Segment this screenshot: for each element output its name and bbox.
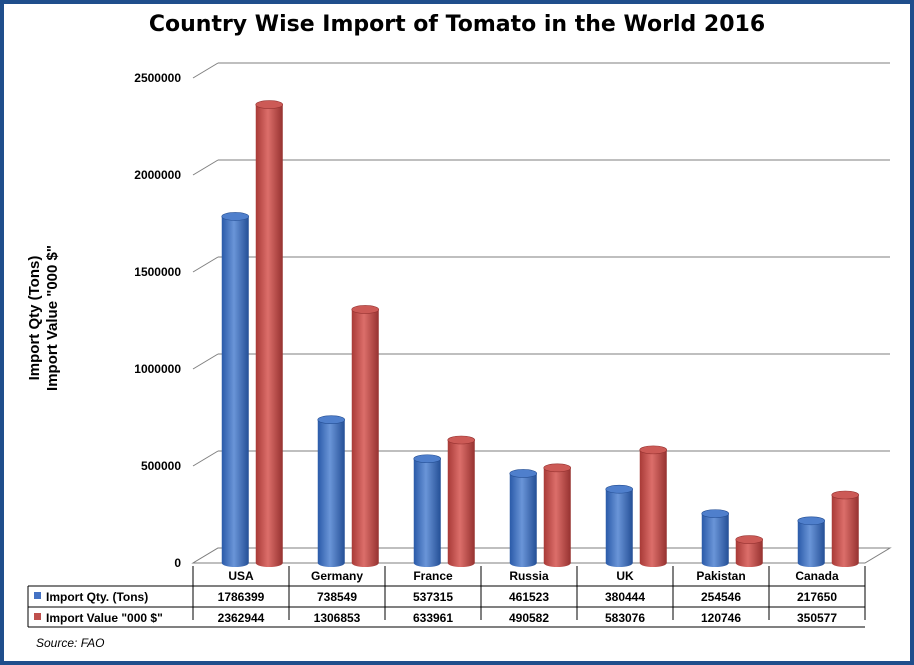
grid-line-diagonal xyxy=(192,62,219,79)
bar-cap xyxy=(221,212,250,221)
category-label: UK xyxy=(616,569,634,583)
bar-cap xyxy=(413,454,442,464)
bar-body xyxy=(221,216,249,567)
table-value: 120746 xyxy=(701,611,741,625)
table-value: 1786399 xyxy=(218,590,265,604)
bar-body xyxy=(317,419,345,567)
bar xyxy=(447,435,476,567)
bar-body xyxy=(447,440,475,567)
chart-floor xyxy=(191,547,892,564)
bar-body xyxy=(605,489,633,567)
bar xyxy=(317,415,346,567)
table-value: 490582 xyxy=(509,611,549,625)
bar xyxy=(255,100,284,567)
category-label: Pakistan xyxy=(696,569,745,583)
bar xyxy=(831,490,860,567)
bar-body xyxy=(255,104,283,567)
bar-cap xyxy=(605,484,634,494)
table-value: 1306853 xyxy=(314,611,361,625)
bar-body xyxy=(543,467,571,567)
category-label: USA xyxy=(228,569,254,583)
table-value: 537315 xyxy=(413,590,453,604)
bar-cap xyxy=(509,469,538,478)
bar xyxy=(735,535,764,567)
chart-title: Country Wise Import of Tomato in the Wor… xyxy=(148,12,766,37)
y-tick-label: 1000000 xyxy=(134,362,181,376)
legend-key-0 xyxy=(34,592,41,599)
bar-body xyxy=(509,473,537,567)
y-tick-label: 0 xyxy=(174,556,181,570)
bar-cap xyxy=(351,305,380,314)
bar-cap xyxy=(797,516,826,526)
bar-body xyxy=(351,309,379,567)
legend-label: Import Value "000 $" xyxy=(46,611,163,625)
table-value: 738549 xyxy=(317,590,357,604)
table-value: 583076 xyxy=(605,611,645,625)
bar xyxy=(605,484,634,567)
bar-cap xyxy=(831,490,860,500)
bar-cap xyxy=(447,435,476,445)
bar-body xyxy=(701,513,729,567)
y-tick-label: 2000000 xyxy=(134,168,181,182)
bar-cap xyxy=(317,415,346,425)
bar xyxy=(413,454,442,567)
legend-key-1 xyxy=(34,613,41,620)
bar xyxy=(797,516,826,567)
bar-body xyxy=(797,520,825,567)
bar xyxy=(543,463,572,567)
category-label: France xyxy=(413,569,453,583)
table-value: 350577 xyxy=(797,611,837,625)
bar-cap xyxy=(735,535,764,544)
category-label: Canada xyxy=(795,569,839,583)
grid-line-diagonal xyxy=(192,256,219,273)
bar-cap xyxy=(255,100,284,109)
bar-cap xyxy=(701,509,730,518)
bar-body xyxy=(831,494,859,567)
category-label: Russia xyxy=(509,569,549,583)
table-value: 461523 xyxy=(509,590,549,604)
y-tick-label: 2500000 xyxy=(134,71,181,85)
bar xyxy=(509,469,538,567)
grid-line-diagonal xyxy=(192,159,219,176)
bar xyxy=(701,509,730,567)
bar xyxy=(351,305,380,567)
legend-label: Import Qty. (Tons) xyxy=(46,590,148,604)
y-tick-label: 500000 xyxy=(141,459,181,473)
bar-body xyxy=(639,449,667,567)
grid-line-diagonal xyxy=(192,353,219,370)
bar-cap xyxy=(639,445,668,455)
bar xyxy=(221,212,250,567)
table-value: 2362944 xyxy=(218,611,265,625)
grid-line-diagonal xyxy=(192,450,219,467)
bar-body xyxy=(735,539,763,567)
table-value: 254546 xyxy=(701,590,741,604)
table-value: 633961 xyxy=(413,611,453,625)
source-note: Source: FAO xyxy=(36,636,105,650)
bar-cap xyxy=(543,463,572,473)
category-label: Germany xyxy=(311,569,363,583)
y-tick-label: 1500000 xyxy=(134,265,181,279)
bar-body xyxy=(413,458,441,567)
table-value: 217650 xyxy=(797,590,837,604)
bar xyxy=(639,445,668,567)
table-value: 380444 xyxy=(605,590,645,604)
